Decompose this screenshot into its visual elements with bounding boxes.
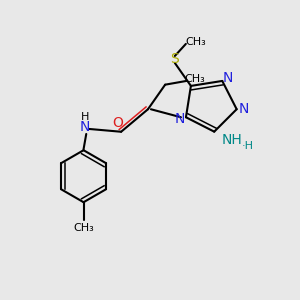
Text: N: N [80,120,90,134]
Text: O: O [112,116,123,130]
Text: H: H [81,112,89,122]
Text: ·H: ·H [242,141,254,151]
Text: NH: NH [222,133,243,147]
Text: CH₃: CH₃ [73,223,94,233]
Text: N: N [175,112,185,126]
Text: CH₃: CH₃ [185,37,206,47]
Text: N: N [223,71,233,85]
Text: S: S [170,52,179,66]
Text: N: N [238,102,249,116]
Text: CH₃: CH₃ [184,74,205,84]
